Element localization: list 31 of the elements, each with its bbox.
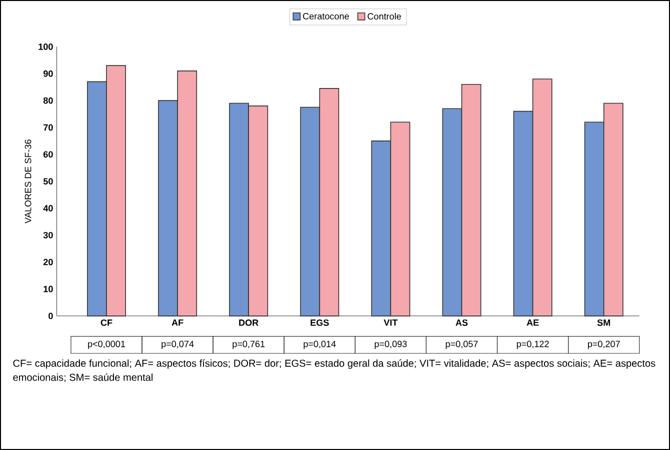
y-tick-label: 30 — [43, 232, 53, 238]
text: p=0,057 — [446, 340, 478, 349]
text: CF= capacidade funcional; AF= aspectos físicos; DOR= dor; EGS= estado geral da saúde; VIT= vitalidade; AS= aspectos sociais; AE= aspectos emocionais; SM= saúde mental — [13, 359, 656, 382]
text: p=0,093 — [374, 340, 407, 349]
x-tick-label: EGS — [310, 319, 329, 326]
y-tick-label: 70 — [44, 124, 53, 131]
y-tick-label: 90 — [43, 70, 53, 77]
y-axis-title: VALORES DE SF-36 — [24, 140, 32, 224]
y-tick-label: 100 — [38, 44, 53, 50]
y-tick-label: 10 — [44, 286, 53, 292]
text: p=0,122 — [516, 340, 549, 349]
y-tick-label: 20 — [43, 258, 53, 266]
text: p=0,014 — [304, 340, 336, 349]
legend-label: Controle — [368, 12, 401, 20]
x-tick-label: AE — [526, 319, 539, 326]
text: p=0,761 — [232, 340, 265, 349]
x-tick-label: VIT — [384, 319, 398, 326]
text: p<0,0001 — [88, 340, 126, 349]
y-tick-label: 80 — [43, 97, 53, 104]
x-tick-label: CF — [100, 319, 112, 326]
legend-label: Ceratocone — [303, 13, 349, 20]
x-tick-label: AS — [456, 319, 468, 326]
x-tick-label: SM — [597, 319, 610, 326]
x-tick-label: AF — [172, 319, 184, 326]
text: p=0,207 — [588, 340, 620, 349]
y-tick-label: 50 — [43, 178, 53, 185]
y-tick-label: 40 — [43, 205, 53, 212]
text: p=0,074 — [162, 340, 194, 349]
y-tick-label: 60 — [43, 151, 53, 158]
x-tick-label: DOR — [239, 319, 258, 326]
y-tick-label: 0 — [48, 312, 53, 320]
